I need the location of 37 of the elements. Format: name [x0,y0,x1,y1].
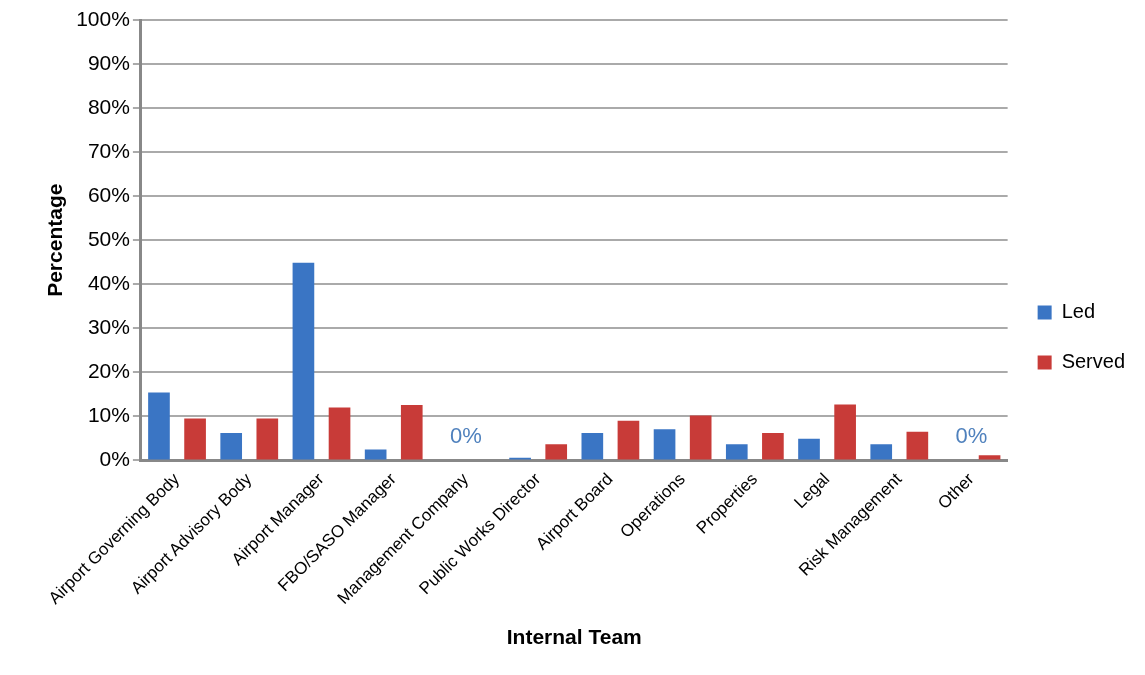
bar [906,431,929,460]
data-label: 0% [955,423,988,449]
bar [870,444,893,460]
y-axis-title: Percentage [43,183,67,297]
legend-label: Led [1061,300,1096,323]
data-label: 0% [449,423,482,449]
y-tick-label: 50% [87,227,130,251]
bar [653,429,676,460]
y-tick-label: 40% [87,271,130,295]
bar [292,262,315,460]
bar [762,433,784,460]
y-tick-label: 30% [87,315,130,339]
bar [220,433,243,460]
y-tick-label: 20% [87,359,130,383]
y-tick-label: 10% [87,403,130,427]
bar [725,444,748,460]
bar [400,404,423,460]
y-tick-label: 90% [87,50,130,74]
bar [545,444,568,460]
bar [834,404,856,460]
y-tick-label: 0% [99,447,130,471]
x-axis-title: Internal Team [506,625,642,649]
bar [328,407,351,460]
y-tick-label: 100% [76,6,130,30]
bar [256,418,279,460]
bar [617,420,640,460]
bar [364,449,387,460]
y-tick-label: 80% [87,94,130,118]
bar [689,415,712,460]
y-tick-label: 60% [87,182,130,206]
y-tick-label: 70% [87,138,130,162]
legend-label: Served [1061,350,1126,373]
bar [148,392,170,460]
bar [581,433,604,460]
bar [978,455,1001,460]
bar [798,438,820,460]
bar [184,418,206,460]
